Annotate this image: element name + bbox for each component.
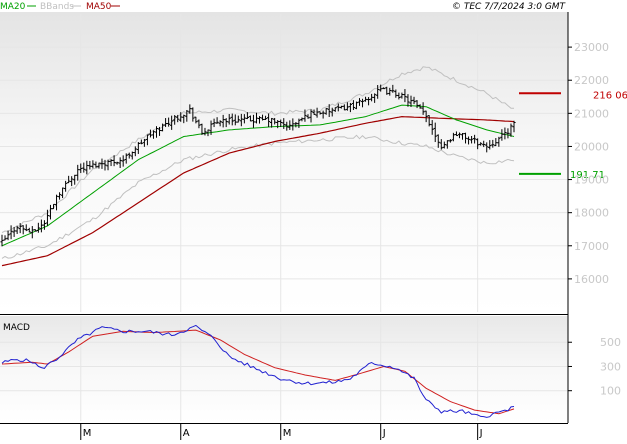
price-tick-label: 17000 xyxy=(574,240,609,253)
x-tick-label: A xyxy=(183,428,190,439)
x-tick-label: J xyxy=(382,428,386,439)
price-panel-bg xyxy=(0,12,568,314)
legend: MA20 BBands MA50 xyxy=(0,2,120,12)
macd-tick-label: 100 xyxy=(600,385,621,398)
price-tick-label: 22000 xyxy=(574,74,609,87)
price-tick-label: 19000 xyxy=(574,174,609,187)
price-tick-label: 18000 xyxy=(574,207,609,220)
macd-lines xyxy=(1,324,515,418)
legend-bbands-label: BBands xyxy=(40,2,74,12)
price-tick-label: 23000 xyxy=(574,41,609,54)
price-levels: 216 06 191 71 xyxy=(519,90,627,181)
price-tick-label: 20000 xyxy=(574,140,609,153)
x-tick-label: M xyxy=(283,428,292,439)
macd-grid xyxy=(0,318,568,421)
legend-ma20-label: MA20 xyxy=(0,2,26,12)
price-y-axis: 16000 17000 18000 19000 20000 21000 22000 23000 xyxy=(568,41,609,286)
support-level-label: 191 71 xyxy=(570,170,605,181)
legend-ma50-label: MA50 xyxy=(86,2,112,12)
bb-upper-line xyxy=(1,66,515,234)
x-tick-label: M xyxy=(83,428,92,439)
x-tick-label: J xyxy=(479,428,483,439)
macd-tick-label: 500 xyxy=(600,336,621,349)
source-text: © TEC 7/7/2024 3:0 GMT xyxy=(452,2,567,12)
price-bars xyxy=(0,84,516,247)
macd-tick-label: 300 xyxy=(600,360,621,373)
macd-y-axis: 100 300 500 xyxy=(568,336,621,398)
price-tick-label: 21000 xyxy=(574,107,609,120)
price-tick-label: 16000 xyxy=(574,273,609,286)
ma20-line xyxy=(1,104,515,247)
macd-line xyxy=(1,324,515,418)
macd-title: MACD xyxy=(3,323,30,333)
resistance-level-label: 216 06 xyxy=(593,90,627,101)
macd-signal-line xyxy=(1,329,515,415)
